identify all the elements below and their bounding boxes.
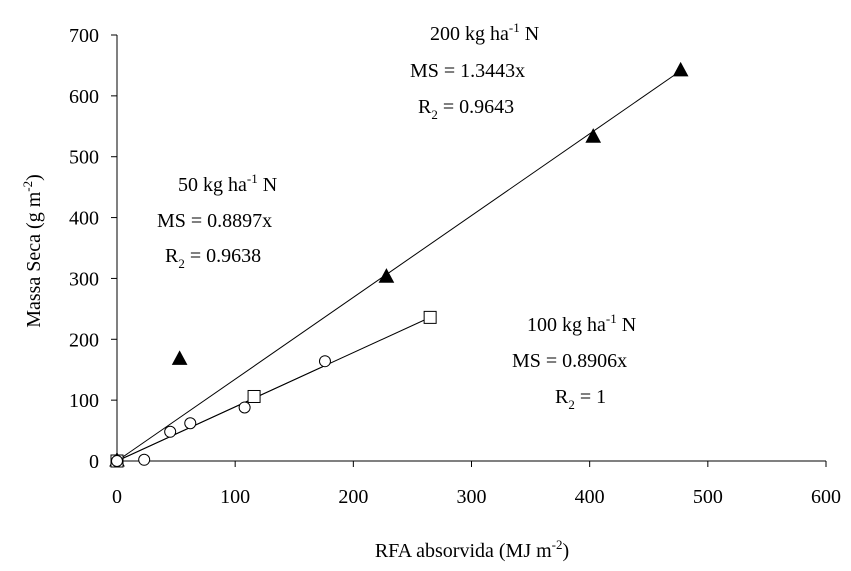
y-tick-label: 0 xyxy=(89,451,99,473)
data-points xyxy=(109,61,689,468)
circle-point xyxy=(318,355,331,368)
circle-point xyxy=(111,455,123,467)
y-tick-label: 300 xyxy=(69,268,99,290)
annotation-50kg-equation: MS = 0.8897x xyxy=(157,210,272,232)
triangle-point xyxy=(171,350,188,365)
annotation-50kg-title: 50 kg ha-1 N xyxy=(178,171,277,196)
annotation-200kg-title: 200 kg ha-1 N xyxy=(430,20,539,45)
annotation-50kg-r2: R2 = 0.9638 xyxy=(165,245,261,271)
axes: 0 100 200 300 400 500 600 0 100 200 300 400 500 600 70… xyxy=(69,25,841,508)
square-point xyxy=(247,389,261,403)
y-tick-label: 500 xyxy=(69,147,99,169)
x-tick-label: 0 xyxy=(112,486,122,508)
x-axis-title: RFA absorvida (MJ m-2) xyxy=(375,537,569,562)
circle-point xyxy=(184,417,197,430)
annotation-200kg: 200 kg ha-1 N MS = 1.3443x R2 = 0.9643 xyxy=(410,20,539,122)
x-tick-label: 200 xyxy=(338,486,368,508)
triangle-point xyxy=(378,268,395,283)
annotation-100kg: 100 kg ha-1 N MS = 0.8906x R2 = 1 xyxy=(512,311,636,412)
x-tick-label: 500 xyxy=(693,486,723,508)
y-axis-title: Massa Seca (g m-2) xyxy=(20,174,45,328)
fit-line-circle-open xyxy=(116,365,326,462)
y-tick-label: 700 xyxy=(69,25,99,47)
triangle-point xyxy=(585,128,602,143)
y-tick-label: 200 xyxy=(69,329,99,351)
square-point xyxy=(423,310,437,324)
annotation-100kg-r2: R2 = 1 xyxy=(555,386,606,412)
annotation-200kg-equation: MS = 1.3443x xyxy=(410,60,525,82)
annotation-200kg-r2: R2 = 0.9643 xyxy=(418,96,514,122)
annotation-100kg-equation: MS = 0.8906x xyxy=(512,350,627,372)
circle-point xyxy=(164,425,177,438)
x-tick-label: 100 xyxy=(220,486,250,508)
annotation-50kg: 50 kg ha-1 N MS = 0.8897x R2 = 0.9638 xyxy=(157,171,277,271)
x-tick-label: 400 xyxy=(575,486,605,508)
x-tick-label: 300 xyxy=(457,486,487,508)
circle-point xyxy=(238,401,251,414)
annotation-100kg-title: 100 kg ha-1 N xyxy=(527,311,636,336)
y-tick-label: 100 xyxy=(69,390,99,412)
y-tick-label: 600 xyxy=(69,86,99,108)
y-tick-label: 400 xyxy=(69,208,99,230)
triangle-point xyxy=(672,61,689,77)
circle-point xyxy=(138,453,151,466)
fit-line-triangle-filled xyxy=(116,70,681,462)
x-tick-label: 600 xyxy=(811,486,841,508)
